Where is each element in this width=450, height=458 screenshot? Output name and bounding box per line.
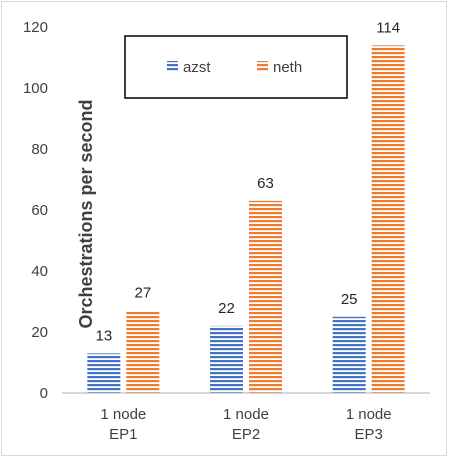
bars-group: 13 27 22 63 25 114 (87, 19, 405, 394)
y-tick-label: 60 (31, 202, 48, 219)
bar-neth-2 (249, 200, 282, 393)
x-category-label: 1 node (223, 406, 269, 423)
y-tick-label: 120 (23, 19, 48, 36)
x-category-label: 1 node (346, 406, 392, 423)
x-category-label: EP2 (232, 426, 260, 443)
legend-swatch-neth (257, 61, 268, 72)
data-label-azst-3: 25 (341, 291, 358, 308)
y-tick-label: 100 (23, 80, 48, 97)
y-tick-label: 0 (40, 385, 48, 402)
data-label-azst-1: 13 (95, 327, 112, 344)
legend-label-azst: azst (183, 59, 211, 76)
x-category-label: EP3 (354, 426, 382, 443)
y-axis: 0 20 40 60 80 100 120 (23, 19, 48, 402)
legend-label-neth: neth (273, 59, 302, 76)
data-label-neth-1: 27 (134, 285, 151, 302)
y-tick-label: 40 (31, 263, 48, 280)
y-tick-label: 20 (31, 324, 48, 341)
bar-neth-3 (371, 45, 405, 394)
bar-azst-2 (210, 325, 243, 393)
bar-azst-3 (332, 316, 366, 393)
data-label-azst-2: 22 (218, 300, 235, 317)
legend-box (124, 35, 348, 99)
y-tick-label: 80 (31, 141, 48, 158)
x-category-label: 1 node (100, 406, 146, 423)
bar-azst-1 (87, 353, 121, 393)
legend: azst neth (124, 35, 348, 99)
x-category-label: EP1 (109, 426, 137, 443)
legend-swatch-azst (167, 61, 178, 72)
data-label-neth-2: 63 (257, 175, 274, 192)
bar-neth-1 (126, 310, 160, 393)
data-label-neth-3: 114 (376, 19, 400, 36)
x-axis: 1 node EP1 1 node EP2 1 node EP3 (62, 392, 430, 443)
y-axis-title: Orchestrations per second (76, 99, 96, 328)
